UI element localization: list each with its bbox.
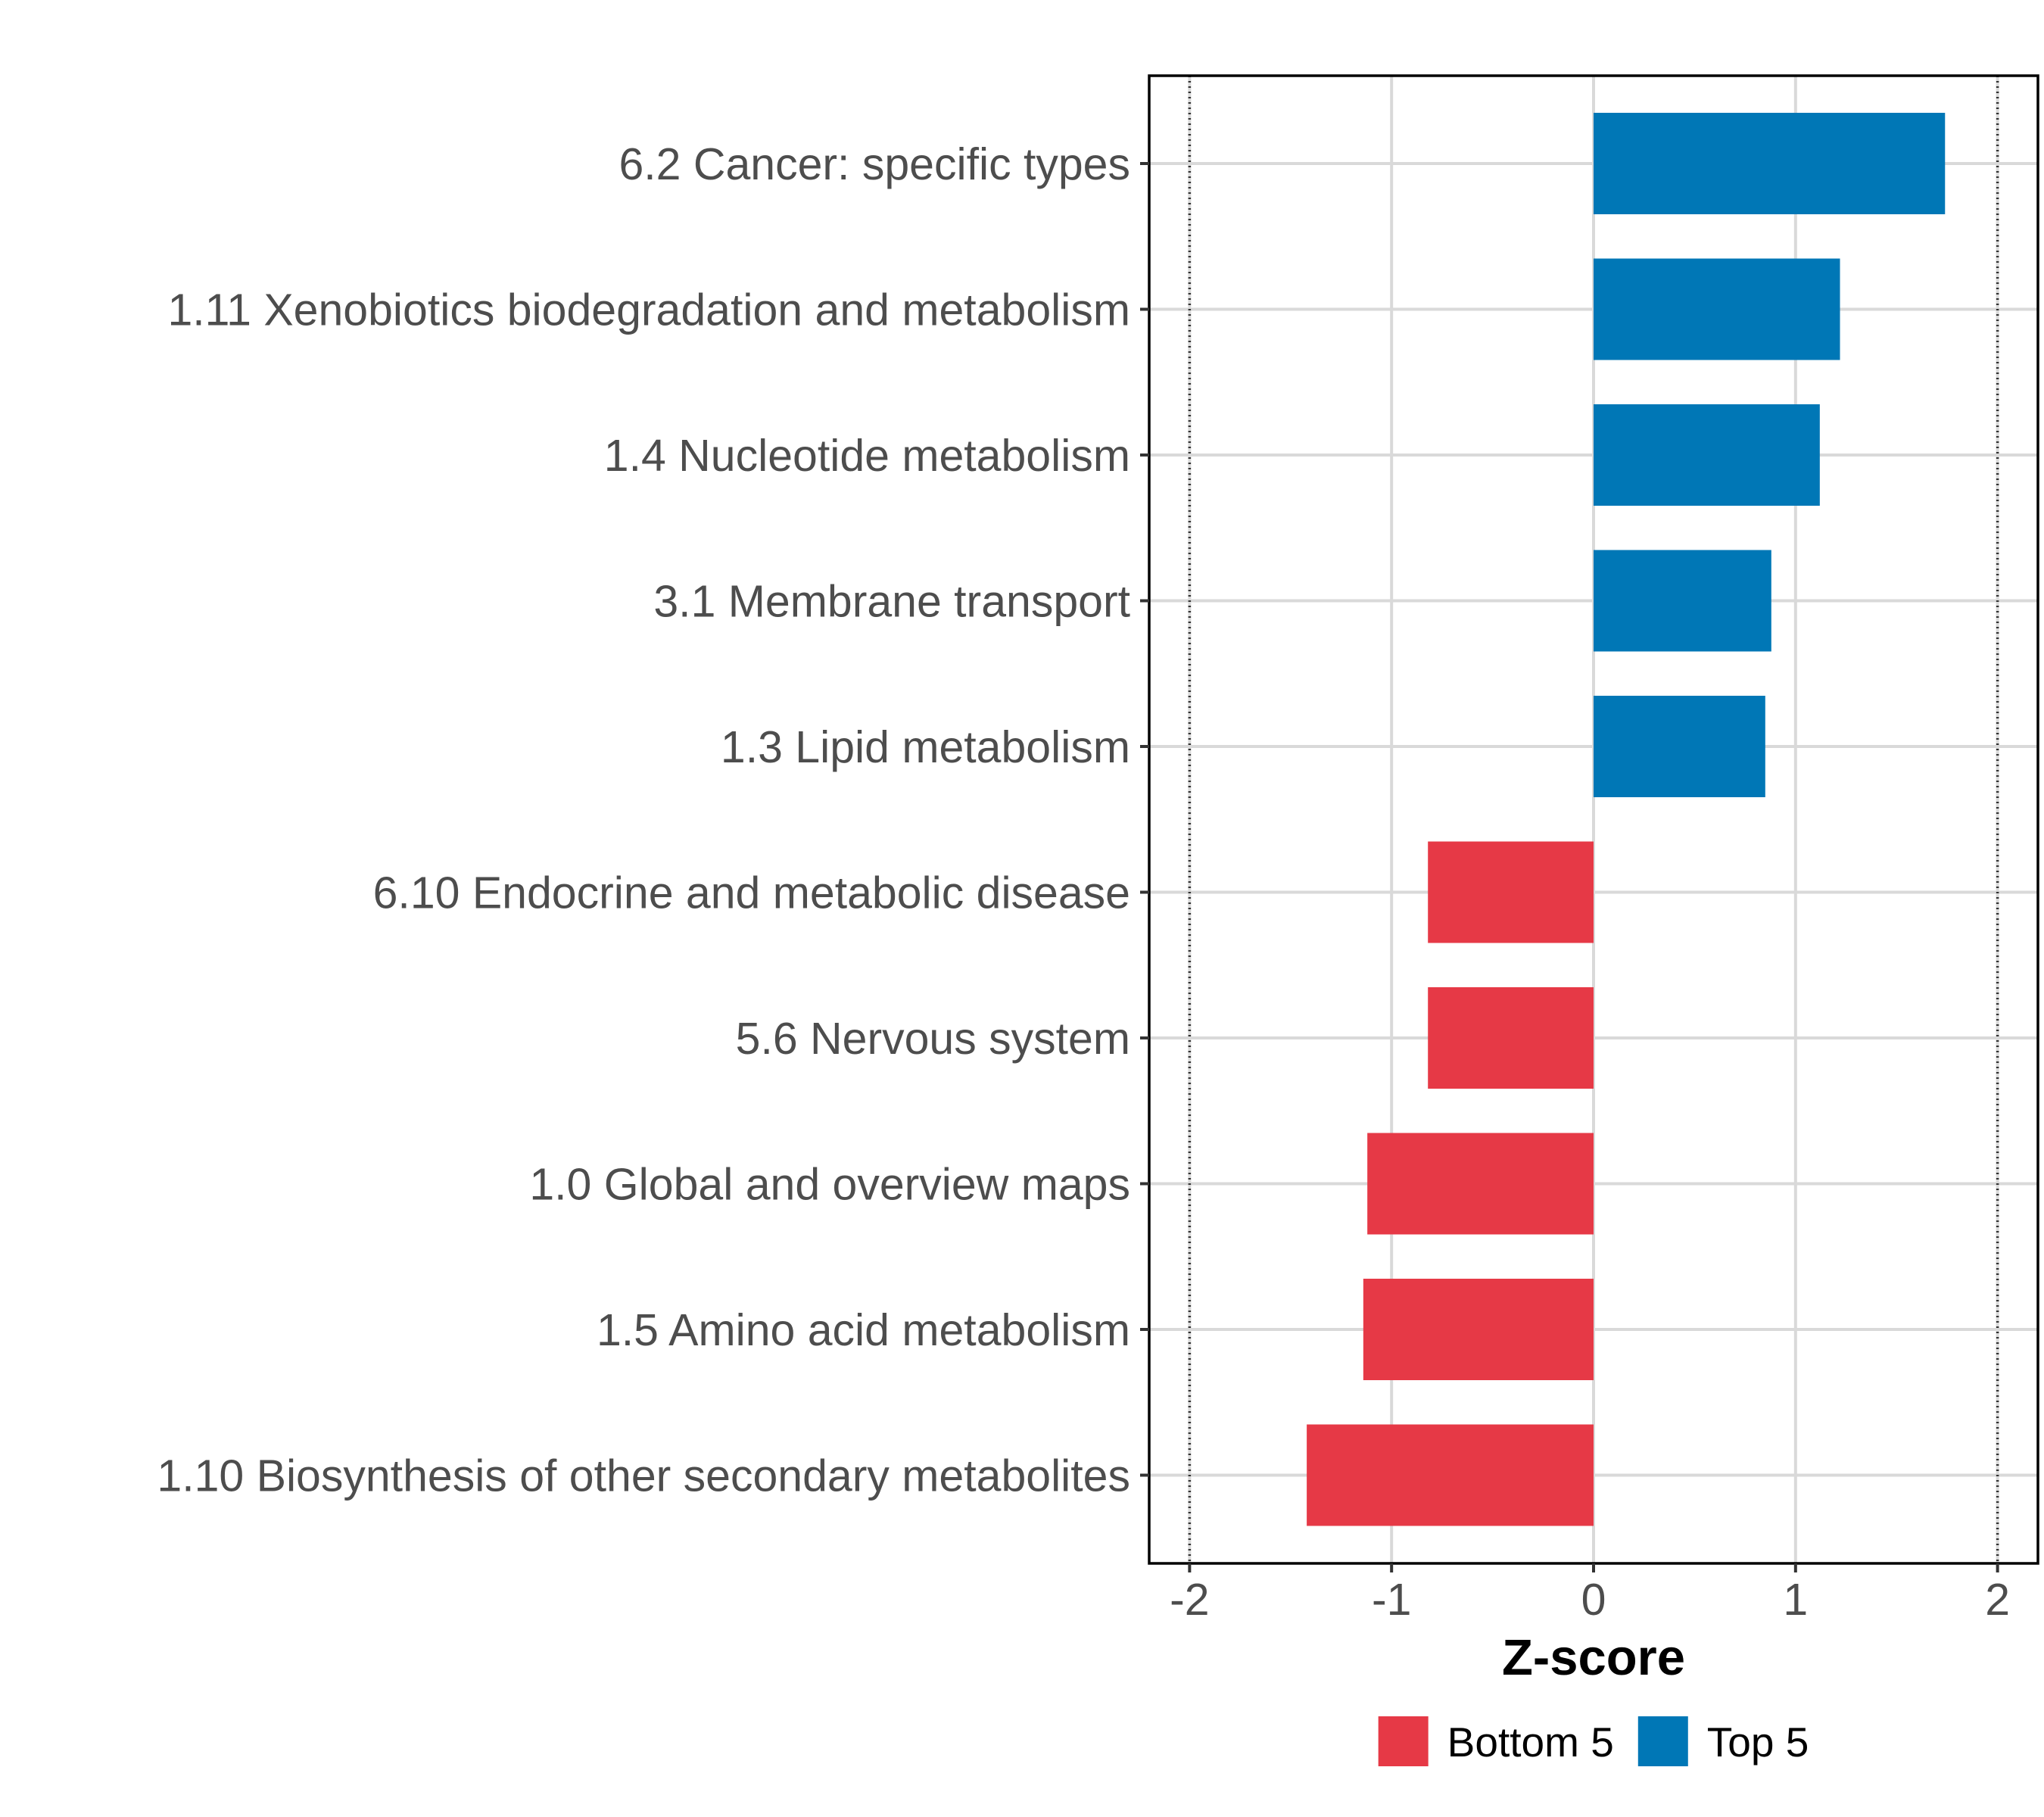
y-axis: 6.2 Cancer: specific types 1.11 Xenobioti…	[157, 139, 1149, 1501]
x-tick-label: 2	[1985, 1575, 2010, 1625]
bar	[1363, 1279, 1594, 1380]
y-tick-label: 6.2 Cancer: specific types	[618, 139, 1130, 189]
legend-label: Top 5	[1707, 1719, 1809, 1766]
legend-swatch	[1378, 1716, 1429, 1766]
bars	[1307, 113, 1946, 1526]
bar	[1594, 258, 1840, 360]
bar	[1594, 550, 1771, 652]
y-tick-label: 1.11 Xenobiotics biodegradation and meta…	[167, 285, 1130, 335]
bar	[1594, 113, 1946, 214]
bar	[1594, 696, 1765, 797]
x-tick-label: -2	[1170, 1575, 1209, 1625]
x-axis: -2 -1 0 1 2	[1170, 1563, 2010, 1625]
y-tick-label: 6.10 Endocrine and metabolic disease	[373, 868, 1130, 918]
bar	[1428, 987, 1594, 1089]
bar	[1307, 1424, 1594, 1526]
y-tick-label: 1.4 Nucleotide metabolism	[604, 431, 1130, 481]
legend-swatch	[1637, 1716, 1688, 1766]
y-tick-label: 1.10 Biosynthesis of other secondary met…	[157, 1451, 1130, 1501]
bar	[1594, 404, 1820, 506]
x-tick-label: 1	[1783, 1575, 1808, 1625]
y-tick-label: 3.1 Membrane transport	[653, 577, 1130, 627]
legend-label: Bottom 5	[1447, 1719, 1614, 1766]
bar	[1367, 1133, 1594, 1235]
y-tick-label: 1.3 Lipid metabolism	[721, 722, 1130, 772]
legend: Bottom 5 Top 5	[1378, 1716, 1809, 1766]
y-tick-label: 1.5 Amino acid metabolism	[597, 1305, 1130, 1355]
x-axis-title: Z-score	[1502, 1629, 1685, 1686]
x-tick-label: 0	[1581, 1575, 1606, 1625]
y-tick-label: 5.6 Nervous system	[736, 1014, 1130, 1064]
y-tick-label: 1.0 Global and overview maps	[529, 1160, 1130, 1210]
bar	[1428, 841, 1594, 943]
x-tick-label: -1	[1372, 1575, 1411, 1625]
